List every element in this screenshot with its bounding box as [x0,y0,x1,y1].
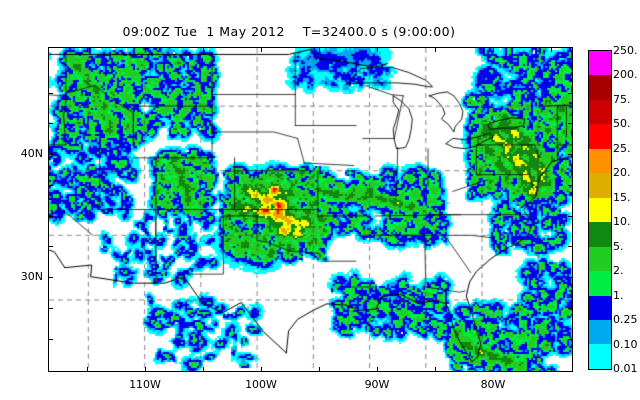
colorbar-band-12 [589,344,611,369]
y-tick-right-6 [568,277,573,278]
colorbar-labels: 250. 200. 75. 50. 25. 20. 15. 10. 5. 2. 1. 0.25 0.10… [613,40,640,380]
colorbar-band-0 [589,51,611,76]
colorbar-label-5: 20. [613,166,631,180]
y-tick-left-0 [48,93,53,94]
x-tick-bottom-6 [435,367,436,372]
x-tick-bottom-2 [203,367,204,372]
x-tick-bottom-1 [145,367,146,372]
colorbar-label-1: 200. [613,68,638,82]
colorbar-band-11 [589,319,611,345]
colorbar-band-1 [589,75,611,100]
colorbar-label-4: 25. [613,141,631,155]
y-tick-left-4 [48,216,53,217]
colorbar-band-3 [589,124,611,149]
x-tick-top-8 [551,47,552,52]
x-tick-bottom-4 [319,367,320,372]
colorbar-label-3: 50. [613,117,631,131]
x-tick-top-4 [319,47,320,52]
x-tick-bottom-5 [377,367,378,372]
x-tick-bottom-3 [261,367,262,372]
x-axis-label-110w: 110W [129,378,161,391]
colorbar-band-10 [589,295,611,320]
x-tick-top-5 [377,47,378,52]
colorbar-label-9: 2. [613,264,624,278]
colorbar-label-2: 75. [613,92,631,106]
colorbar-label-0: 250. [613,44,638,57]
x-axis-label-80w: 80W [480,378,506,391]
y-axis-label-40n: 40N [20,147,43,160]
colorbar-band-9 [589,271,611,296]
colorbar-band-5 [589,173,611,198]
y-tick-left-5 [48,246,53,247]
colorbar [588,50,612,370]
y-tick-left-3 [48,185,53,186]
y-axis-label-30n: 30N [20,270,43,283]
y-tick-right-1 [568,123,573,124]
figure-title: 09:00Z Tue 1 May 2012 T=32400.0 s (9:00:… [122,24,456,39]
y-tick-left-6 [48,277,53,278]
x-tick-top-3 [261,47,262,52]
colorbar-band-8 [589,246,611,272]
x-tick-top-6 [435,47,436,52]
x-tick-top-1 [145,47,146,52]
x-axis-label-100w: 100W [245,378,277,391]
y-tick-right-3 [568,185,573,186]
colorbar-band-6 [589,197,611,223]
y-tick-right-4 [568,216,573,217]
x-tick-bottom-7 [493,367,494,372]
colorbar-label-8: 5. [613,239,624,253]
y-tick-right-0 [568,93,573,94]
x-axis-label-90w: 90W [364,378,390,391]
x-tick-top-0 [87,47,88,52]
y-tick-right-8 [568,339,573,340]
colorbar-label-13: 0.01 [613,362,638,375]
colorbar-label-11: 0.25 [613,313,638,327]
map-plot-area [48,47,573,372]
x-tick-top-7 [493,47,494,52]
precipitation-field-canvas [49,48,572,371]
x-tick-bottom-8 [551,367,552,372]
colorbar-band-7 [589,222,611,247]
y-tick-right-2 [568,154,573,155]
y-tick-left-7 [48,308,53,309]
y-tick-right-7 [568,308,573,309]
colorbar-label-7: 10. [613,215,631,229]
colorbar-label-12: 0.10 [613,337,638,351]
y-tick-left-8 [48,339,53,340]
y-tick-right-5 [568,246,573,247]
y-tick-left-2 [48,154,53,155]
colorbar-label-6: 15. [613,190,631,204]
colorbar-label-10: 1. [613,288,624,302]
colorbar-band-2 [589,99,611,125]
y-tick-left-1 [48,123,53,124]
colorbar-band-4 [589,148,611,174]
x-tick-top-2 [203,47,204,52]
x-tick-bottom-0 [87,367,88,372]
